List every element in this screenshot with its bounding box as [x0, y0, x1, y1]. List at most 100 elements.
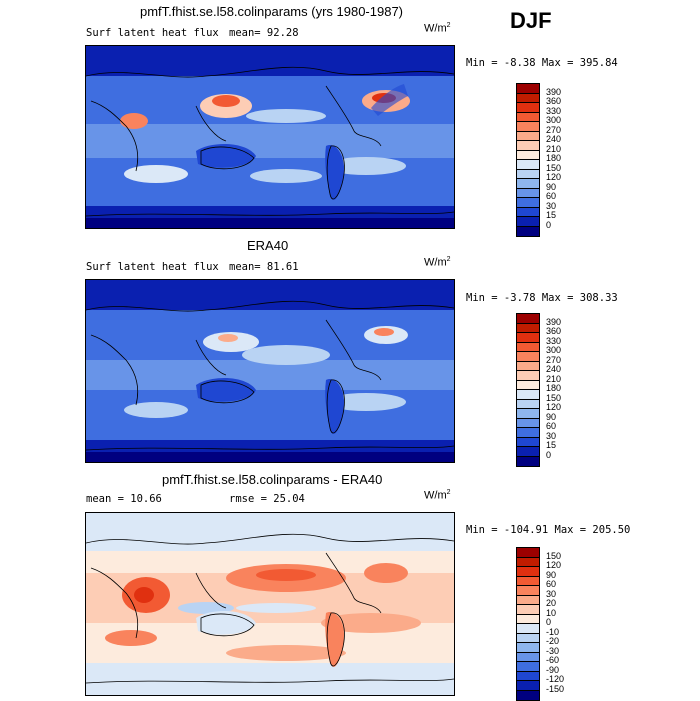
panel-1-map — [85, 45, 455, 229]
panel-3-minmax: Min = -104.91 Max = 205.50 — [466, 524, 631, 536]
colorbar-tick-label: 120 — [546, 560, 562, 570]
colorbar-tick-label: 60 — [546, 421, 557, 431]
colorbar-tick-label: -30 — [546, 645, 560, 656]
panel-2-mean-label: mean= 81.61 — [229, 261, 299, 273]
colorbar-swatch — [517, 188, 539, 198]
colorbar-swatch — [517, 314, 539, 324]
colorbar-tick-label: 390 — [546, 316, 562, 327]
colorbar-swatch — [517, 447, 539, 457]
colorbar-swatch — [517, 409, 539, 419]
colorbar-tick-label: 90 — [546, 181, 557, 192]
colorbar-tick-label: 360 — [546, 326, 562, 336]
colorbar-swatch — [517, 614, 539, 624]
colorbar-swatch — [517, 150, 539, 160]
panel-1-title: pmfT.fhist.se.l58.colinparams (yrs 1980-… — [140, 4, 404, 19]
colorbar-swatch — [517, 595, 539, 605]
colorbar-tick-label: 0 — [546, 617, 552, 627]
colorbar-tick-label: 15 — [546, 210, 557, 220]
colorbar-tick-label: 10 — [546, 607, 557, 618]
colorbar-tick-label: 270 — [546, 354, 562, 365]
colorbar-swatch — [517, 93, 539, 103]
colorbar-swatch — [517, 456, 539, 466]
colorbar-swatch — [517, 122, 539, 132]
colorbar-tick-label: 270 — [546, 124, 562, 135]
colorbar-tick-label: 15 — [546, 440, 557, 450]
colorbar-tick-label: 30 — [546, 430, 557, 441]
colorbar-swatch — [517, 624, 539, 634]
colorbar-tick-label: -20 — [546, 636, 560, 646]
colorbar-swatch — [517, 605, 539, 615]
panel-1-minmax: Min = -8.38 Max = 395.84 — [466, 57, 618, 69]
colorbar-swatch — [517, 217, 539, 227]
panel-2-colorbar — [516, 313, 540, 467]
colorbar-tick-label: 60 — [546, 191, 557, 201]
colorbar-swatch — [517, 437, 539, 447]
panel-3-map — [85, 512, 455, 696]
colorbar-swatch — [517, 361, 539, 371]
colorbar-tick-label: 330 — [546, 105, 562, 116]
panel-2-minmax: Min = -3.78 Max = 308.33 — [466, 292, 618, 304]
colorbar-swatch — [517, 567, 539, 577]
colorbar-swatch — [517, 226, 539, 236]
colorbar-tick-label: 120 — [546, 402, 562, 412]
colorbar-swatch — [517, 207, 539, 217]
colorbar-swatch — [517, 352, 539, 362]
colorbar-swatch — [517, 662, 539, 672]
colorbar-swatch — [517, 690, 539, 700]
colorbar-tick-label: 330 — [546, 335, 562, 346]
colorbar-tick-label: -10 — [546, 626, 560, 637]
colorbar-tick-label: -150 — [546, 683, 565, 694]
colorbar-swatch — [517, 681, 539, 691]
panel-3-colorbar — [516, 547, 540, 701]
colorbar-tick-label: 90 — [546, 569, 557, 580]
panel-3-rmse-label: rmse = 25.04 — [229, 493, 305, 505]
colorbar-tick-label: 210 — [546, 143, 562, 154]
colorbar-tick-label: 20 — [546, 598, 557, 608]
colorbar-swatch — [517, 198, 539, 208]
panel-1-units: W/m2 — [424, 22, 451, 35]
colorbar-swatch — [517, 169, 539, 179]
colorbar-swatch — [517, 633, 539, 643]
colorbar-tick-label: 150 — [546, 550, 562, 561]
colorbar-swatch — [517, 131, 539, 141]
colorbar-swatch — [517, 399, 539, 409]
colorbar-tick-label: 0 — [546, 449, 552, 460]
colorbar-swatch — [517, 380, 539, 390]
colorbar-tick-label: 210 — [546, 373, 562, 384]
colorbar-tick-label: 90 — [546, 411, 557, 422]
colorbar-swatch — [517, 333, 539, 343]
colorbar-swatch — [517, 586, 539, 596]
panel-3-title: pmfT.fhist.se.l58.colinparams - ERA40 — [162, 472, 383, 487]
colorbar-swatch — [517, 548, 539, 558]
colorbar-swatch — [517, 84, 539, 94]
colorbar-swatch — [517, 418, 539, 428]
colorbar-swatch — [517, 371, 539, 381]
colorbar-swatch — [517, 557, 539, 567]
colorbar-tick-label: 180 — [546, 383, 562, 393]
colorbar-tick-label: 300 — [546, 345, 562, 355]
colorbar-tick-label: -60 — [546, 655, 560, 665]
season-label: DJF — [510, 8, 552, 33]
colorbar-swatch — [517, 428, 539, 438]
colorbar-swatch — [517, 112, 539, 122]
colorbar-tick-label: 30 — [546, 588, 557, 599]
colorbar-tick-label: 60 — [546, 579, 557, 589]
colorbar-swatch — [517, 652, 539, 662]
panel-3-colorbar-labels: 150 120 90 60 30 20 10 0 -10 -20 -30 -60 -90 -120 -150 — [546, 547, 586, 699]
colorbar-tick-label: 30 — [546, 200, 557, 211]
panel-2-colorbar-labels: 390 360 330 300 270 240 210 180 150 120 90 60 30 15 0 — [546, 313, 586, 465]
colorbar-swatch — [517, 179, 539, 189]
panel-1-colorbar — [516, 83, 540, 237]
colorbar-tick-label: -120 — [546, 674, 565, 684]
colorbar-tick-label: 390 — [546, 86, 562, 97]
colorbar-swatch — [517, 323, 539, 333]
colorbar-tick-label: 0 — [546, 219, 552, 230]
colorbar-tick-label: 120 — [546, 172, 562, 182]
panel-1-colorbar-labels: 390 360 330 300 270 240 210 180 150 120 90 60 30 15 0 — [546, 83, 586, 235]
colorbar-swatch — [517, 643, 539, 653]
colorbar-tick-label: 240 — [546, 364, 562, 374]
panel-2-title: ERA40 — [247, 238, 289, 253]
colorbar-tick-label: 150 — [546, 162, 562, 173]
panel-3-units: W/m2 — [424, 489, 451, 502]
panel-2-units: W/m2 — [424, 256, 451, 269]
